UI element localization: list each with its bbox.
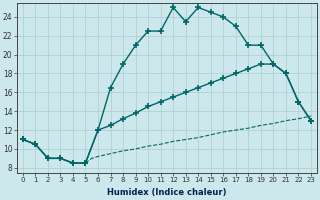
X-axis label: Humidex (Indice chaleur): Humidex (Indice chaleur) [107, 188, 227, 197]
